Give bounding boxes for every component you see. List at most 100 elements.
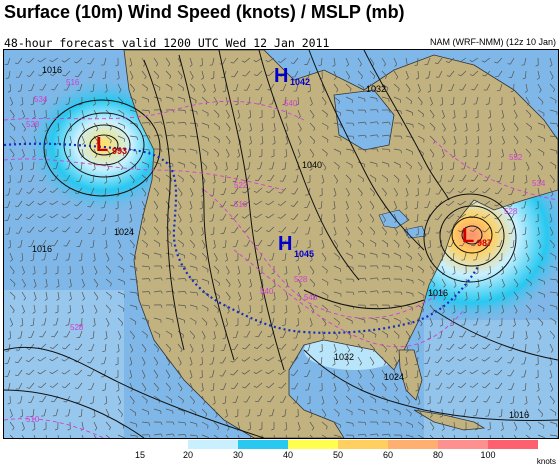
wind-barb-flag	[313, 283, 316, 287]
wind-barb	[237, 148, 241, 156]
wind-barb-flag	[55, 272, 59, 275]
wind-barb	[117, 265, 125, 270]
wind-barb	[129, 421, 137, 425]
wind-barb	[537, 148, 545, 153]
wind-barb	[381, 161, 389, 165]
wind-barb-flag	[552, 401, 555, 405]
wind-barb-flag	[247, 311, 251, 314]
wind-barb-flag	[199, 207, 203, 210]
thickness-label: 528	[504, 207, 518, 216]
wind-barb-flag	[148, 422, 151, 426]
wind-barb	[549, 70, 554, 78]
wind-barb	[524, 57, 527, 65]
wind-barb-flag	[171, 87, 173, 91]
wind-barb-flag	[199, 376, 203, 379]
wind-barb-flag	[190, 389, 194, 392]
wind-barb	[475, 252, 479, 260]
wind-barb	[232, 200, 239, 207]
wind-barb	[488, 96, 491, 104]
wind-barb	[477, 291, 480, 299]
wind-barb	[417, 265, 424, 271]
wind-barb-flag	[338, 257, 340, 261]
wind-barb	[465, 135, 468, 143]
wind-barb	[549, 395, 555, 402]
wind-barb	[405, 122, 413, 125]
wind-barb-flag	[352, 150, 354, 154]
wind-barb	[33, 265, 36, 273]
wind-barb	[93, 148, 98, 156]
wind-barb-flag	[410, 101, 413, 105]
wind-barb	[357, 226, 363, 233]
wind-barb	[64, 187, 71, 194]
wind-barb	[285, 434, 288, 438]
wind-barb	[369, 369, 375, 376]
wind-barb-flag	[395, 388, 398, 392]
wind-barb	[437, 213, 443, 220]
wind-barb	[441, 161, 443, 170]
wind-barb	[525, 278, 532, 284]
wind-barb	[448, 369, 455, 375]
wind-barb-flag	[425, 233, 429, 235]
wind-barb	[437, 57, 443, 64]
wind-barb-flag	[526, 415, 530, 418]
wind-barb-flag	[238, 129, 242, 132]
wind-barb-flag	[260, 298, 264, 301]
wind-barb	[233, 343, 239, 350]
wind-barb-flag	[516, 284, 519, 288]
wind-barb-flag	[452, 428, 456, 431]
wind-barb-flag	[549, 220, 553, 223]
wind-barb	[268, 200, 275, 206]
wind-barb	[189, 187, 194, 195]
wind-barb	[129, 330, 135, 337]
wind-barb	[268, 369, 275, 375]
wind-barb-flag	[148, 149, 151, 153]
wind-barb-flag	[422, 309, 424, 313]
wind-barb	[165, 433, 173, 436]
wind-barb-flag	[550, 233, 554, 236]
wind-barb	[64, 343, 71, 350]
wind-barb	[64, 57, 71, 63]
wind-barb	[66, 174, 71, 182]
wind-barb-flag	[265, 215, 269, 219]
wind-barb	[141, 213, 146, 221]
wind-barb	[9, 330, 11, 339]
wind-barb-flag	[25, 360, 29, 363]
wind-barb	[268, 343, 275, 350]
wind-barb	[213, 83, 216, 91]
wind-barb	[237, 265, 241, 273]
wind-barb-flag	[282, 259, 286, 262]
wind-barb-flag	[347, 388, 350, 392]
wind-barb-flag	[457, 385, 461, 389]
wind-barb	[201, 135, 209, 139]
wind-barb-flag	[384, 349, 387, 353]
wind-barb	[369, 57, 375, 64]
wind-barb-flag	[110, 283, 112, 287]
wind-barb	[511, 343, 515, 351]
wind-barb-flag	[255, 89, 259, 91]
wind-barb	[549, 213, 553, 221]
wind-barb	[21, 96, 24, 104]
wind-barb	[93, 109, 98, 117]
legend-tick: 80	[432, 450, 443, 460]
wind-barb	[417, 109, 424, 115]
wind-barb-flag	[364, 149, 367, 153]
wind-barb	[225, 421, 230, 429]
wind-barb	[393, 174, 400, 181]
wind-barb-flag	[371, 219, 375, 223]
wind-barb	[141, 356, 146, 364]
wind-barb-flag	[446, 191, 450, 194]
wind-barb-flag	[160, 148, 163, 153]
wind-barb-flag	[180, 76, 183, 80]
wind-barb	[345, 83, 352, 89]
wind-barb-flag	[62, 74, 66, 77]
wind-barb-flag	[90, 246, 94, 249]
wind-barb	[453, 148, 456, 156]
wind-barb	[237, 278, 242, 286]
wind-barb	[345, 161, 353, 166]
wind-barb-flag	[529, 114, 532, 118]
wind-barb	[321, 83, 325, 91]
wind-barb	[66, 83, 71, 91]
wind-barb	[525, 96, 530, 104]
wind-barb	[129, 317, 137, 322]
wind-barb	[477, 122, 480, 130]
